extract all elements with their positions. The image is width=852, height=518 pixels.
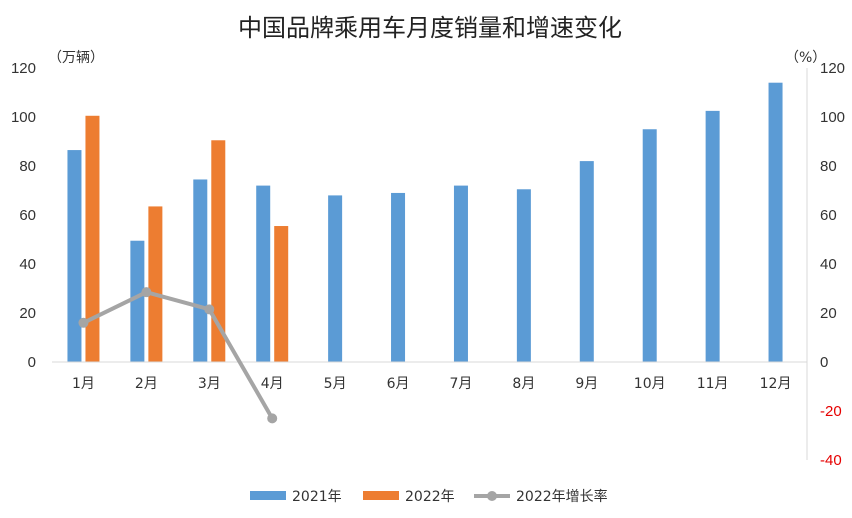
right-tick-label: 80 [820,158,837,175]
bar-2022年-3月 [211,140,226,362]
legend-label: 2021年 [292,489,342,505]
bar-series [67,82,783,363]
category-label: 6月 [387,376,410,392]
left-axis-unit: （万辆） [48,50,104,66]
category-label: 1月 [72,376,95,392]
left-tick-label: 120 [11,60,36,77]
right-axis-ticks: -40 -20 0 20 40 60 80 100 120 [820,60,845,469]
category-label: 7月 [449,376,472,392]
left-tick-label: 60 [19,207,36,224]
growth-line-series [78,287,278,424]
right-axis-unit: （%） [785,50,826,66]
legend-label: 2022年 [405,489,455,505]
right-tick-label: 100 [820,109,845,126]
bar-2021年-12月 [768,82,783,362]
bar-2021年-7月 [453,185,468,362]
chart-title: 中国品牌乘用车月度销量和增速变化 [238,14,622,42]
bar-2021年-8月 [516,189,531,362]
bar-2021年-1月 [67,150,82,362]
growth-point [267,413,278,424]
growth-point [141,287,152,298]
category-label: 10月 [634,376,666,392]
right-tick-label: 40 [820,256,837,273]
category-label: 5月 [324,376,347,392]
growth-point [204,304,215,315]
legend: 2021年 2022年 2022年增长率 [250,488,608,505]
bar-2021年-6月 [391,192,406,362]
growth-line [82,290,274,420]
right-tick-label: 60 [820,207,837,224]
bar-2021年-2月 [130,240,145,362]
category-label: 9月 [575,376,598,392]
bar-2021年-9月 [579,161,594,362]
legend-swatch [250,491,286,500]
right-tick-label: 20 [820,305,837,322]
left-tick-label: 100 [11,109,36,126]
category-label: 4月 [261,376,284,392]
right-tick-label: 120 [820,60,845,77]
right-tick-label: -20 [820,403,842,420]
left-axis-ticks: 0 20 40 60 80 100 120 [11,60,36,371]
bar-2021年-4月 [256,185,271,362]
bar-2022年-4月 [274,226,289,362]
left-tick-label: 20 [19,305,36,322]
category-label: 8月 [512,376,535,392]
category-label: 11月 [697,376,729,392]
bar-2022年-2月 [148,206,163,362]
legend-label: 2022年增长率 [516,488,608,505]
category-label: 3月 [198,376,221,392]
left-tick-label: 0 [28,354,36,371]
bar-2021年-3月 [193,179,208,362]
growth-point [78,317,89,328]
left-tick-label: 80 [19,158,36,175]
legend-marker [487,491,497,501]
legend-swatch [363,491,399,500]
right-tick-label: 0 [820,354,828,371]
bar-2021年-11月 [705,110,720,362]
bar-2021年-10月 [642,129,657,362]
category-label: 2月 [135,376,158,392]
bar-2021年-5月 [328,195,343,362]
category-label: 12月 [760,376,792,392]
bar-2022年-1月 [85,115,100,363]
right-tick-label: -40 [820,452,842,469]
category-labels: 1月 2月 3月 4月 5月 6月 7月 8月 9月 10月 11月 12月 [72,376,791,392]
left-tick-label: 40 [19,256,36,273]
